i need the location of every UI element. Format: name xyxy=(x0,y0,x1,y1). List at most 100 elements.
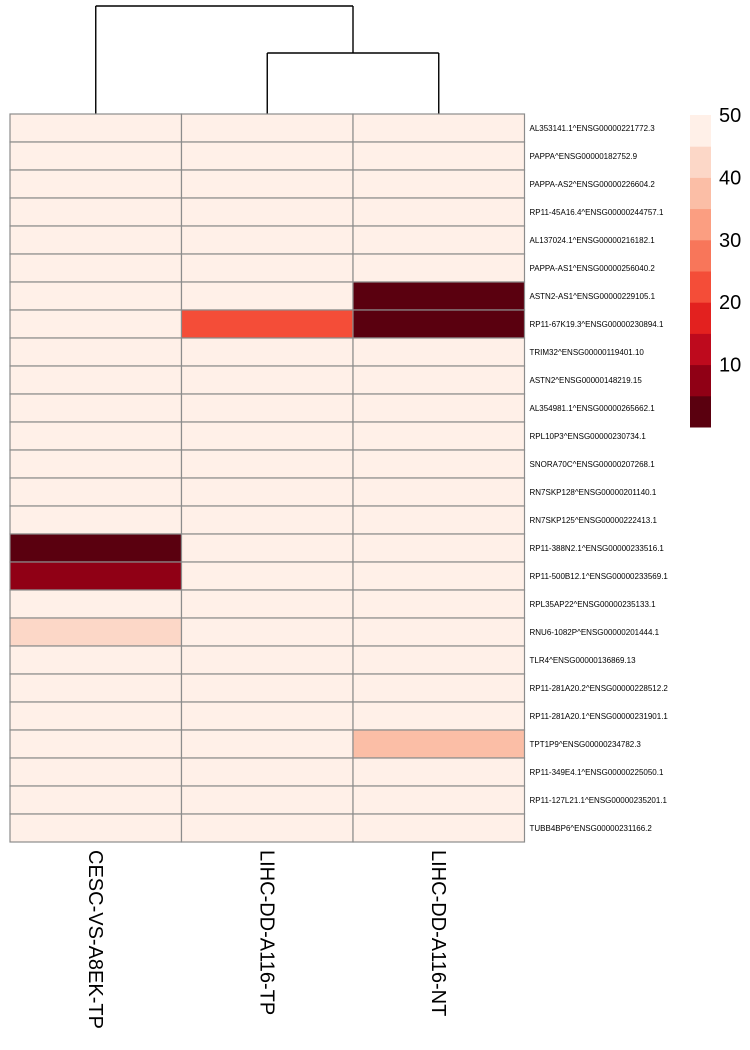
row-label: RP11-500B12.1^ENSG00000233569.1 xyxy=(530,572,669,581)
heatmap-cell xyxy=(352,393,526,423)
row-label: SNORA70C^ENSG00000207268.1 xyxy=(530,460,656,469)
heatmap-cell xyxy=(352,253,526,283)
heatmap-cell xyxy=(180,449,354,479)
heatmap-cell xyxy=(180,477,354,507)
heatmap-cell xyxy=(352,561,526,591)
heatmap-cell xyxy=(9,421,183,451)
row-label: AL354981.1^ENSG00000265662.1 xyxy=(530,404,656,413)
heatmap-cell xyxy=(180,533,354,563)
heatmap-cell xyxy=(9,589,183,619)
legend-swatch xyxy=(690,302,711,334)
row-label: ASTN2-AS1^ENSG00000229105.1 xyxy=(530,292,656,301)
heatmap-cell xyxy=(352,673,526,703)
legend-swatch xyxy=(690,146,711,178)
heatmap-cell xyxy=(352,701,526,731)
heatmap-cell xyxy=(9,281,183,311)
row-label: PAPPA-AS2^ENSG00000226604.2 xyxy=(530,180,656,189)
heatmap-cell xyxy=(9,337,183,367)
heatmap-cell xyxy=(352,113,526,143)
row-label: RP11-388N2.1^ENSG00000233516.1 xyxy=(530,544,665,553)
heatmap-cell xyxy=(352,533,526,563)
heatmap-cell xyxy=(180,253,354,283)
column-label: LIHC-DD-A116-NT xyxy=(427,850,449,1016)
legend-swatch xyxy=(690,333,711,366)
heatmap-cell xyxy=(180,113,354,143)
column-dendrogram xyxy=(95,5,440,114)
row-label: TUBB4BP6^ENSG00000231166.2 xyxy=(530,824,653,833)
heatmap-cell xyxy=(9,449,183,479)
heatmap-cell xyxy=(180,421,354,451)
row-label: PAPPA^ENSG00000182752.9 xyxy=(530,152,638,161)
heatmap-cell xyxy=(352,785,526,815)
heatmap-cell xyxy=(352,421,526,451)
heatmap-cell xyxy=(9,253,183,283)
heatmap-cell xyxy=(9,365,183,395)
legend-swatch xyxy=(690,395,711,428)
heatmap-cell xyxy=(352,337,526,367)
legend-tick-label: 20 xyxy=(719,292,741,314)
heatmap-cell xyxy=(180,169,354,199)
heatmap-cell xyxy=(180,337,354,367)
legend-swatch xyxy=(690,364,711,397)
row-label: RP11-349E4.1^ENSG00000225050.1 xyxy=(530,768,664,777)
row-label: RNU6-1082P^ENSG00000201444.1 xyxy=(530,628,660,637)
heatmap-cell xyxy=(352,729,526,759)
heatmap-cell xyxy=(9,617,183,647)
heatmap-cell xyxy=(180,365,354,395)
legend-swatch xyxy=(690,271,711,303)
heatmap-cell xyxy=(180,589,354,619)
heatmap-cell xyxy=(180,561,354,591)
heatmap-cell xyxy=(9,561,183,591)
row-label: RP11-67K19.3^ENSG00000230894.1 xyxy=(530,320,664,329)
row-label: RPL10P3^ENSG00000230734.1 xyxy=(530,432,647,441)
heatmap-cell xyxy=(352,477,526,507)
heatmap-cell xyxy=(180,785,354,815)
row-label: RP11-281A20.2^ENSG00000228512.2 xyxy=(530,684,669,693)
heatmap-cell xyxy=(352,309,526,339)
row-label: PAPPA-AS1^ENSG00000256040.2 xyxy=(530,264,656,273)
heatmap-cell xyxy=(9,141,183,171)
heatmap-cell xyxy=(9,673,183,703)
heatmap-cell xyxy=(9,505,183,535)
heatmap-cell xyxy=(9,645,183,675)
column-label: CESC-VS-A8EK-TP xyxy=(84,850,106,1029)
heatmap-cell xyxy=(9,533,183,563)
heatmap-cell xyxy=(352,813,526,843)
column-label: LIHC-DD-A116-TP xyxy=(255,850,277,1015)
row-label: AL353141.1^ENSG00000221772.3 xyxy=(530,124,656,133)
heatmap-cell xyxy=(9,701,183,731)
heatmap-cell xyxy=(180,225,354,255)
row-label: AL137024.1^ENSG00000216182.1 xyxy=(530,236,656,245)
legend-swatch xyxy=(690,177,711,210)
legend-tick-label: 50 xyxy=(719,105,741,127)
heatmap-cell xyxy=(9,477,183,507)
heatmap-cell xyxy=(180,673,354,703)
row-label: TRIM32^ENSG00000119401.10 xyxy=(530,348,645,357)
heatmap-cell xyxy=(9,757,183,787)
heatmap-cell xyxy=(9,169,183,199)
heatmap-cell xyxy=(180,281,354,311)
legend-swatch xyxy=(690,239,711,272)
heatmap-cell xyxy=(9,197,183,227)
heatmap-cell xyxy=(180,701,354,731)
heatmap-cell xyxy=(9,393,183,423)
column-labels: CESC-VS-A8EK-TP LIHC-DD-A116-TP LIHC-DD-A1… xyxy=(84,850,449,1029)
heatmap-cell xyxy=(180,505,354,535)
heatmap-cell xyxy=(180,813,354,843)
heatmap-cell xyxy=(9,225,183,255)
heatmap-cell xyxy=(352,141,526,171)
row-labels: AL353141.1^ENSG00000221772.3 PAPPA^ENSG00… xyxy=(530,124,669,833)
heatmap-cell xyxy=(352,449,526,479)
row-label: TLR4^ENSG00000136869.13 xyxy=(530,656,637,665)
heatmap-cell xyxy=(352,589,526,619)
row-label: RPL35AP22^ENSG00000235133.1 xyxy=(530,600,657,609)
legend-tick-label: 40 xyxy=(719,167,741,189)
heatmap-cell xyxy=(180,197,354,227)
heatmap-cell xyxy=(9,113,183,143)
heatmap-cell xyxy=(352,197,526,227)
heatmap-cell xyxy=(180,645,354,675)
legend-swatch xyxy=(690,208,711,241)
heatmap-cell xyxy=(9,729,183,759)
row-label: RP11-45A16.4^ENSG00000244757.1 xyxy=(530,208,664,217)
heatmap-cell xyxy=(352,645,526,675)
